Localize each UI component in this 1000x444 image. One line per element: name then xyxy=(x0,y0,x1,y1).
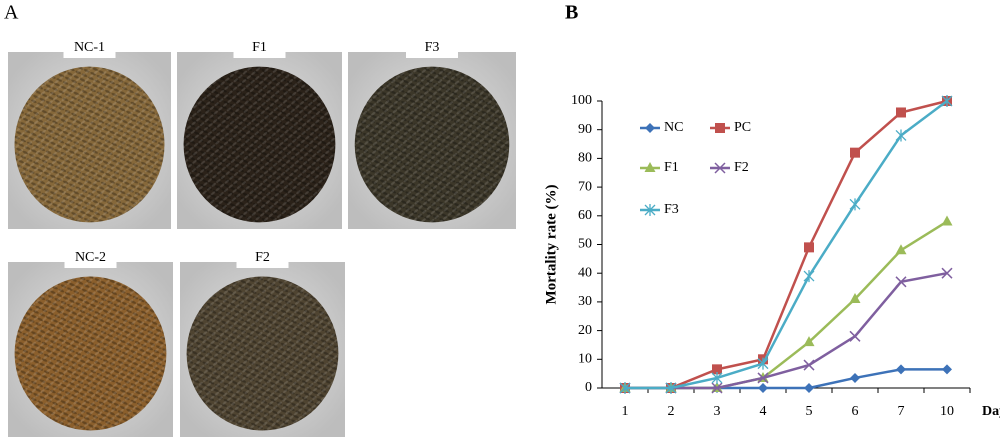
marker xyxy=(803,359,815,371)
y-tick-label: 30 xyxy=(578,294,592,309)
y-tick-label: 40 xyxy=(578,265,592,280)
label-bg xyxy=(233,40,286,58)
marker xyxy=(895,276,907,288)
marker xyxy=(942,364,952,375)
label-bg xyxy=(63,40,116,58)
label-bg xyxy=(406,40,458,58)
marker xyxy=(803,270,815,283)
x-tick-label: 3 xyxy=(714,404,721,419)
photo-panel: NC-1 F1 F3 NC-2 F2 xyxy=(8,40,516,437)
label-bg xyxy=(236,250,289,268)
marker xyxy=(715,123,725,133)
marker xyxy=(803,336,815,347)
x-tick-label: 6 xyxy=(852,404,859,419)
photo-label: F1 xyxy=(252,40,267,55)
legend-label: F3 xyxy=(664,202,679,217)
legend-label: PC xyxy=(734,120,751,135)
marker xyxy=(896,107,906,118)
marker xyxy=(714,162,726,174)
series-line xyxy=(625,271,948,390)
pellet-texture xyxy=(354,66,510,223)
y-tick-label: 20 xyxy=(578,323,592,338)
photo-label: NC-1 xyxy=(74,40,105,55)
photo-label: F3 xyxy=(425,40,440,55)
y-tick-label: 10 xyxy=(578,352,592,367)
x-tick-label: 4 xyxy=(760,404,767,419)
y-tick-label: 70 xyxy=(578,179,592,194)
marker xyxy=(850,147,860,158)
legend-label: NC xyxy=(664,120,683,135)
marker xyxy=(712,364,722,375)
marker xyxy=(804,242,814,253)
pellet-texture xyxy=(14,276,167,431)
series-line xyxy=(625,99,948,390)
photo-label: F2 xyxy=(255,250,270,265)
marker xyxy=(895,244,907,255)
y-tick-label: 50 xyxy=(578,237,592,252)
marker xyxy=(941,95,953,107)
photo-label: NC-2 xyxy=(75,250,106,265)
series-line xyxy=(625,99,948,390)
marker xyxy=(895,129,907,142)
y-tick-label: 0 xyxy=(585,380,592,395)
legend-label: F2 xyxy=(734,160,749,175)
marker xyxy=(644,162,656,172)
x-axis-label: Day xyxy=(982,404,1000,419)
y-tick-label: 90 xyxy=(578,122,592,137)
legend-label: F1 xyxy=(664,160,679,175)
marker xyxy=(645,123,655,133)
marker xyxy=(665,382,677,394)
marker xyxy=(711,382,723,394)
chart: 0 10 20 30 40 50 60 70 80 90 100 1 2 3 4 5 6 7 10 Day Mortal… xyxy=(543,93,1000,419)
x-tick-label: 10 xyxy=(940,404,954,419)
marker xyxy=(896,364,906,375)
x-tick-label: 2 xyxy=(668,404,675,419)
panel-label: B xyxy=(565,2,578,24)
marker xyxy=(619,382,631,394)
label-bg xyxy=(64,250,117,268)
y-tick-label: 80 xyxy=(578,151,592,166)
marker xyxy=(849,198,861,211)
marker xyxy=(757,357,769,370)
marker xyxy=(758,383,768,393)
panel-label: A xyxy=(4,2,19,24)
y-tick-label: 100 xyxy=(571,93,592,108)
marker xyxy=(941,267,953,279)
pellet-texture xyxy=(183,66,336,223)
marker xyxy=(644,204,656,216)
marker xyxy=(941,215,953,226)
marker xyxy=(850,372,860,383)
marker xyxy=(711,371,723,384)
marker xyxy=(849,330,861,342)
x-tick-label: 1 xyxy=(622,404,629,419)
y-tick-label: 60 xyxy=(578,208,592,223)
pellet-texture xyxy=(186,276,339,431)
x-tick-label: 7 xyxy=(898,404,905,419)
marker xyxy=(757,372,769,384)
x-tick-label: 5 xyxy=(806,404,813,419)
y-axis-label: Mortality rate (%) xyxy=(543,185,559,305)
marker xyxy=(849,293,861,304)
pellet-texture xyxy=(14,66,165,223)
marker xyxy=(804,383,814,393)
